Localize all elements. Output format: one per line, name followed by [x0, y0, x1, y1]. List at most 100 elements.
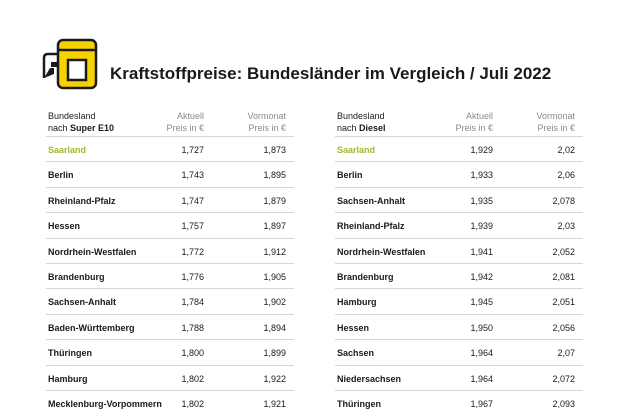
table-row: Hessen 1,757 1,897: [46, 212, 294, 237]
diesel-table: Bundesland nach Diesel Aktuell Preis in …: [335, 108, 583, 412]
header-fuel-type: Diesel: [359, 123, 386, 133]
previous-price: 1,897: [263, 221, 286, 232]
state-name: Saarland: [337, 145, 376, 155]
header-current-line1: Aktuell: [176, 111, 204, 121]
header-previous-line2: Preis in €: [537, 123, 575, 133]
header-previous: Vormonat Preis in €: [247, 110, 286, 134]
previous-price: 1,899: [263, 348, 286, 359]
state-name: Nordrhein-Westfalen: [48, 246, 137, 257]
previous-price: 1,895: [263, 170, 286, 181]
previous-price: 2,03: [557, 221, 575, 232]
table-header: Bundesland nach Diesel Aktuell Preis in …: [335, 108, 583, 136]
header-bundesland: Bundesland nach Super E10: [48, 110, 114, 134]
current-price: 1,964: [470, 348, 493, 359]
previous-price: 2,06: [557, 170, 575, 181]
state-name: Rheinland-Pfalz: [337, 221, 405, 232]
state-name: Rheinland-Pfalz: [48, 195, 116, 206]
current-price: 1,784: [181, 297, 204, 308]
state-name: Hessen: [48, 221, 81, 232]
header-current: Aktuell Preis in €: [166, 110, 204, 134]
table-row: Hamburg 1,945 2,051: [335, 288, 583, 313]
fuel-pump-icon: [42, 38, 100, 90]
current-price: 1,950: [470, 322, 493, 333]
current-price: 1,747: [181, 195, 204, 206]
table-row: Sachsen 1,964 2,07: [335, 339, 583, 364]
previous-price: 2,051: [552, 297, 575, 308]
state-name: Berlin: [337, 170, 363, 181]
table-row: Rheinland-Pfalz 1,747 1,879: [46, 186, 294, 212]
state-name: Brandenburg: [48, 271, 105, 282]
table-row: Niedersachsen 1,964 2,072: [335, 364, 583, 390]
state-name: Sachsen-Anhalt: [48, 297, 117, 308]
previous-price: 2,07: [557, 348, 575, 359]
current-price: 1,939: [470, 221, 493, 232]
state-name: Mecklenburg-Vorpommern: [48, 398, 162, 409]
super-e10-table: Bundesland nach Super E10 Aktuell Preis …: [46, 108, 294, 412]
table-row: Sachsen-Anhalt 1,935 2,078: [335, 186, 583, 212]
state-name: Brandenburg: [337, 271, 394, 282]
current-price: 1,743: [181, 170, 204, 181]
table-row: Sachsen-Anhalt 1,784 1,902: [46, 288, 294, 313]
table-row: Nordrhein-Westfalen 1,772 1,912: [46, 237, 294, 263]
header-current-line2: Preis in €: [166, 123, 204, 133]
current-price: 1,802: [181, 398, 204, 409]
state-name: Baden-Württemberg: [48, 322, 135, 333]
state-name: Niedersachsen: [337, 373, 402, 384]
previous-price: 1,894: [263, 322, 286, 333]
current-price: 1,933: [470, 170, 493, 181]
current-price: 1,800: [181, 348, 204, 359]
previous-price: 2,02: [557, 145, 575, 155]
table-row: Hessen 1,950 2,056: [335, 313, 583, 339]
previous-price: 2,078: [552, 195, 575, 206]
table-row: Thüringen 1,967 2,093: [335, 389, 583, 412]
header-current-line2: Preis in €: [455, 123, 493, 133]
table-row: Brandenburg 1,942 2,081: [335, 262, 583, 288]
current-price: 1,945: [470, 297, 493, 308]
table-row: Nordrhein-Westfalen 1,941 2,052: [335, 237, 583, 263]
header-previous-line1: Vormonat: [536, 111, 575, 121]
current-price: 1,964: [470, 373, 493, 384]
page-title: Kraftstoffpreise: Bundesländer im Vergle…: [110, 64, 552, 83]
current-price: 1,757: [181, 221, 204, 232]
table-row: Thüringen 1,800 1,899: [46, 339, 294, 364]
state-name: Sachsen-Anhalt: [337, 195, 406, 206]
state-name: Berlin: [48, 170, 74, 181]
current-price: 1,788: [181, 322, 204, 333]
state-name: Saarland: [48, 145, 87, 155]
table-row: Hamburg 1,802 1,922: [46, 364, 294, 390]
state-name: Thüringen: [337, 398, 381, 409]
previous-price: 1,902: [263, 297, 286, 308]
table-header: Bundesland nach Super E10 Aktuell Preis …: [46, 108, 294, 136]
state-name: Hamburg: [337, 297, 377, 308]
current-price: 1,935: [470, 195, 493, 206]
header-current-line1: Aktuell: [465, 111, 493, 121]
header-prefix: nach: [48, 123, 71, 133]
header-line1: Bundesland: [337, 111, 385, 121]
current-price: 1,802: [181, 373, 204, 384]
header-previous: Vormonat Preis in €: [536, 110, 575, 134]
header-prefix: nach: [337, 123, 360, 133]
table-row: Baden-Württemberg 1,788 1,894: [46, 313, 294, 339]
previous-price: 1,879: [263, 195, 286, 206]
previous-price: 2,081: [552, 271, 575, 282]
state-name: Hessen: [337, 322, 370, 333]
header-previous-line2: Preis in €: [248, 123, 286, 133]
header-current: Aktuell Preis in €: [455, 110, 493, 134]
header-previous-line1: Vormonat: [247, 111, 286, 121]
table-body: Saarland 1,727 1,873 Berlin 1,743 1,895 Rheinl…: [46, 136, 294, 412]
table-row: Berlin 1,743 1,895: [46, 161, 294, 186]
previous-price: 2,052: [552, 246, 575, 257]
table-row: Rheinland-Pfalz 1,939 2,03: [335, 212, 583, 237]
header-fuel-type: Super E10: [70, 123, 115, 133]
table-row: Brandenburg 1,776 1,905: [46, 262, 294, 288]
current-price: 1,929: [470, 145, 493, 155]
previous-price: 1,873: [263, 145, 286, 155]
current-price: 1,727: [181, 145, 204, 155]
current-price: 1,942: [470, 271, 493, 282]
previous-price: 2,056: [552, 322, 575, 333]
previous-price: 2,093: [552, 398, 575, 409]
table-row: Berlin 1,933 2,06: [335, 161, 583, 186]
header-bundesland: Bundesland nach Diesel: [337, 110, 386, 134]
table-row: Saarland 1,727 1,873: [46, 136, 294, 161]
current-price: 1,776: [181, 271, 204, 282]
